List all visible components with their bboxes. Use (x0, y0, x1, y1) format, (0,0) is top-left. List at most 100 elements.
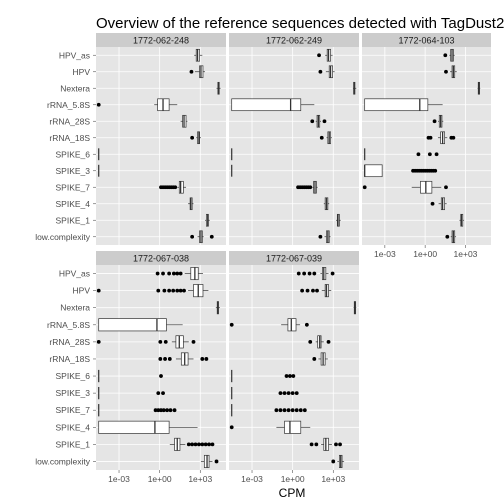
outlier-point (296, 271, 301, 276)
facet-panel: 1772-062-248 HPV_as HPV Nextera rRNA_5.8S rRN… (35, 33, 226, 245)
facet-panel: 1772-064-103 1e-03 1e+00 1e+03 (362, 33, 491, 259)
outlier-point (317, 53, 321, 58)
outlier-point (432, 119, 437, 124)
outlier-point (190, 234, 195, 239)
outlier-point (159, 374, 163, 378)
facet-strip (96, 33, 226, 47)
outlier-point (291, 374, 296, 378)
outlier-point (294, 408, 299, 413)
outlier-point (322, 119, 327, 124)
outlier-point (451, 135, 456, 140)
outlier-point (171, 271, 176, 276)
outlier-point (300, 288, 305, 293)
outlier-point (178, 288, 183, 293)
outlier-point (161, 271, 165, 276)
outlier-point (433, 168, 438, 173)
y-tick-label: low.complexity (35, 232, 91, 242)
outlier-point (302, 408, 307, 413)
y-tick-label: SPIKE_4 (56, 422, 91, 432)
outlier-point (284, 374, 289, 378)
outlier-point (312, 357, 317, 361)
outlier-point (182, 288, 186, 293)
outlier-point (171, 288, 176, 293)
y-tick-label: SPIKE_6 (56, 149, 91, 159)
facet-strip (229, 33, 359, 47)
outlier-point (155, 271, 160, 276)
outlier-point (427, 152, 432, 157)
outlier-point (175, 271, 180, 276)
box-iqr (364, 98, 429, 112)
panel-background (229, 47, 359, 245)
y-tick-label: SPIKE_3 (56, 388, 91, 398)
x-tick-label: 1e+03 (188, 474, 212, 484)
box-iqr (287, 318, 297, 332)
outlier-point (167, 271, 172, 276)
outlier-point (209, 234, 214, 239)
outlier-point (207, 442, 211, 447)
y-tick-label: SPIKE_7 (56, 182, 91, 192)
outlier-point (302, 271, 307, 276)
facet-strip (96, 251, 226, 265)
outlier-point (96, 288, 101, 293)
outlier-point (203, 442, 208, 447)
outlier-point (186, 442, 191, 447)
y-tick-label: HPV (73, 67, 91, 77)
outlier-point (161, 391, 165, 396)
outlier-point (159, 408, 163, 413)
outlier-point (445, 234, 450, 239)
outlier-point (278, 408, 283, 413)
y-tick-label: Nextera (60, 303, 90, 313)
outlier-point (163, 357, 167, 361)
outlier-point (168, 408, 173, 413)
facet-panel: 1772-067-038 HPV_as HPV Nextera rRNA_5.8S rRN… (35, 251, 226, 484)
outlier-point (288, 374, 292, 378)
y-tick-label: SPIKE_7 (56, 405, 91, 415)
x-tick-label: 1e+03 (454, 249, 478, 259)
outlier-point (290, 391, 295, 396)
x-tick-label: 1e+00 (148, 474, 172, 484)
outlier-point (428, 135, 433, 140)
facet-strip-label: 1772-067-038 (133, 254, 189, 264)
outlier-point (173, 185, 178, 190)
outlier-point (338, 442, 342, 447)
outlier-point (172, 408, 177, 413)
outlier-point (204, 357, 209, 361)
outlier-point (434, 152, 439, 157)
facet-strip-label: 1772-067-039 (266, 254, 322, 264)
outlier-point (334, 442, 338, 447)
outlier-point (189, 69, 194, 74)
x-tick-label: 1e+00 (413, 249, 437, 259)
outlier-point (318, 69, 323, 74)
x-tick-label: 1e+03 (321, 474, 345, 484)
outlier-point (96, 102, 101, 107)
facet-strip (362, 33, 491, 47)
outlier-point (444, 69, 448, 74)
facet-strip-label: 1772-062-248 (133, 36, 189, 46)
outlier-point (156, 408, 161, 413)
outlier-point (282, 391, 287, 396)
y-tick-label: SPIKE_3 (56, 166, 91, 176)
outlier-point (214, 459, 219, 464)
outlier-point (319, 135, 324, 140)
outlier-point (416, 152, 421, 157)
outlier-point (304, 322, 309, 327)
y-tick-label: rRNA_28S (49, 337, 90, 347)
outlier-point (318, 234, 323, 239)
outlier-point (294, 391, 299, 396)
y-tick-label: low.complexity (35, 456, 91, 466)
x-tick-label: 1e-03 (108, 474, 130, 484)
outlier-point (298, 408, 303, 413)
facet-strip-label: 1772-064-103 (398, 36, 454, 46)
outlier-point (314, 442, 319, 447)
outlier-point (156, 288, 161, 293)
box-iqr (284, 420, 302, 434)
box-iqr (98, 420, 170, 434)
y-tick-label: HPV_as (59, 50, 90, 60)
facet-strip-label: 1772-062-249 (266, 36, 322, 46)
outlier-point (443, 53, 448, 58)
outlier-point (178, 271, 183, 276)
y-tick-label: Nextera (60, 83, 90, 93)
outlier-point (156, 391, 161, 396)
outlier-point (229, 425, 234, 430)
